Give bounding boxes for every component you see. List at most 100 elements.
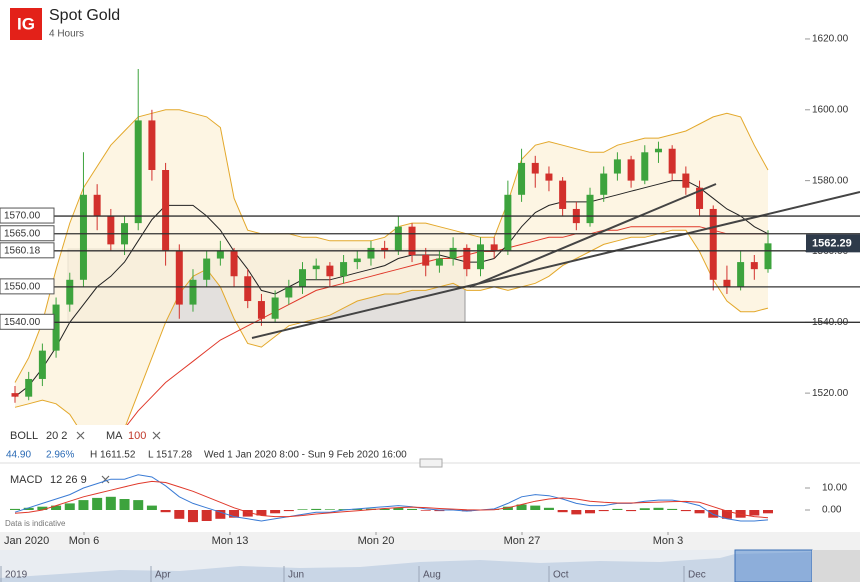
x-tick-label: Mon 13 bbox=[212, 535, 249, 547]
candle-body bbox=[353, 258, 361, 263]
last-price: 1562.29 bbox=[812, 237, 852, 249]
last-price-box bbox=[806, 234, 860, 253]
level-label-box bbox=[0, 278, 55, 295]
date-labels: Jan 2020 Mon 6 Mon 13 Mon 20 Mon 27 Mon 3 bbox=[4, 532, 683, 547]
candle-body bbox=[162, 170, 170, 252]
candle-body bbox=[340, 262, 348, 277]
macd-histogram-bar bbox=[420, 510, 431, 511]
macd-histogram-bar bbox=[270, 510, 281, 514]
boll-label: BOLL bbox=[10, 430, 38, 442]
logo[interactable] bbox=[10, 8, 42, 40]
candle-body bbox=[764, 243, 772, 270]
macd-histogram-bar bbox=[407, 508, 418, 510]
candle-body bbox=[723, 279, 731, 287]
x-tick-label: Mon 6 bbox=[69, 535, 100, 547]
high: H 1611.52 bbox=[90, 450, 136, 461]
level-label-box bbox=[0, 225, 55, 242]
macd-histogram-bar bbox=[324, 509, 335, 510]
macd-histogram-bar bbox=[78, 500, 89, 510]
macd-histogram-bar bbox=[64, 503, 75, 510]
macd-histogram-bar bbox=[10, 508, 20, 510]
macd-tick-label: 0.00 bbox=[822, 505, 842, 516]
macd-histogram-bar bbox=[352, 508, 363, 510]
macd-histogram-bar bbox=[105, 496, 116, 510]
candle-body bbox=[230, 251, 238, 277]
navigator-window[interactable] bbox=[734, 549, 813, 582]
candle-body bbox=[463, 247, 471, 270]
macd-histogram-bar bbox=[639, 508, 650, 510]
macd-tick-label: 10.00 bbox=[822, 483, 847, 494]
bollinger-lower bbox=[14, 229, 769, 425]
candle-body bbox=[257, 301, 265, 319]
macd-histogram-bar bbox=[92, 497, 103, 510]
candle-body bbox=[326, 265, 334, 277]
level-label-box bbox=[0, 313, 55, 330]
change-pct: 2.96% bbox=[46, 450, 74, 461]
macd-histogram-bar bbox=[516, 504, 527, 510]
candle-body bbox=[518, 162, 526, 195]
macd-histogram-bar bbox=[585, 510, 596, 514]
macd-histogram-bar bbox=[763, 510, 773, 514]
x-tick-label: Mon 20 bbox=[358, 535, 395, 547]
date-range: Wed 1 Jan 2020 8:00 - Sun 9 Feb 2020 16:… bbox=[204, 450, 407, 461]
macd-histogram-bar bbox=[749, 510, 760, 516]
candle-body bbox=[696, 187, 704, 209]
macd-histogram-bar bbox=[133, 500, 144, 510]
macd-histogram-bar bbox=[667, 508, 678, 510]
macd-histogram-bar bbox=[502, 506, 513, 510]
macd-histogram-bar bbox=[694, 510, 705, 514]
candle-body bbox=[490, 244, 498, 252]
macd-histogram-bar bbox=[160, 510, 171, 513]
candle-body bbox=[52, 304, 60, 351]
trend-line[interactable] bbox=[469, 183, 717, 288]
logo-text: IG bbox=[17, 14, 35, 33]
macd-histogram-bar bbox=[393, 507, 404, 510]
resize-grip[interactable] bbox=[419, 458, 443, 468]
macd-histogram-bar bbox=[721, 510, 732, 519]
candle-body bbox=[422, 255, 430, 266]
macd-histogram-bar bbox=[653, 507, 664, 510]
navigator-scroll[interactable] bbox=[812, 550, 860, 582]
macd-histogram-bar bbox=[543, 507, 554, 510]
macd-histogram-bar bbox=[201, 510, 212, 521]
macd-histogram-bar bbox=[187, 510, 198, 523]
candle-body bbox=[93, 194, 101, 217]
macd-histogram-bar bbox=[23, 507, 34, 510]
navigator-labels: 2019 Apr Jun Aug Oct Dec bbox=[0, 566, 706, 582]
y-tick-label: 1580.00 bbox=[812, 175, 849, 186]
change: 44.90 bbox=[6, 450, 31, 461]
macd-histogram-bar bbox=[557, 510, 568, 513]
candle-body bbox=[134, 120, 142, 224]
candle-body bbox=[312, 265, 320, 270]
y-tick-label: 1600.00 bbox=[812, 104, 849, 115]
candle-body bbox=[641, 152, 649, 181]
close-icon[interactable] bbox=[152, 431, 161, 440]
macd-histogram-bar bbox=[571, 510, 582, 515]
candle-body bbox=[216, 251, 224, 259]
macd-histogram-bar bbox=[174, 510, 185, 519]
ma-label: MA bbox=[106, 430, 123, 442]
candle-body bbox=[682, 173, 690, 188]
low: L 1517.28 bbox=[148, 450, 193, 461]
close-icon[interactable] bbox=[76, 431, 85, 440]
candle-body bbox=[476, 244, 484, 270]
macd-histogram-bar bbox=[229, 510, 240, 518]
candle-body bbox=[394, 226, 402, 252]
band-fill bbox=[15, 109, 768, 425]
candle-body bbox=[79, 194, 87, 280]
macd-histogram-bar bbox=[680, 510, 691, 512]
level-label-box bbox=[0, 207, 55, 224]
macd-histogram-bar bbox=[379, 508, 390, 510]
main-plot bbox=[11, 68, 772, 425]
macd-histogram-bar bbox=[215, 510, 226, 519]
candle-body bbox=[449, 247, 457, 259]
candle-body bbox=[25, 378, 33, 397]
boll-params: 20 2 bbox=[46, 430, 67, 442]
candle-body bbox=[66, 279, 74, 305]
candle-body bbox=[504, 194, 512, 252]
x-tick-label: Jan 2020 bbox=[4, 535, 49, 547]
navigator-label: Jun bbox=[288, 570, 304, 581]
y-tick-label: 1520.00 bbox=[812, 388, 849, 399]
bollinger-mid bbox=[14, 180, 769, 398]
